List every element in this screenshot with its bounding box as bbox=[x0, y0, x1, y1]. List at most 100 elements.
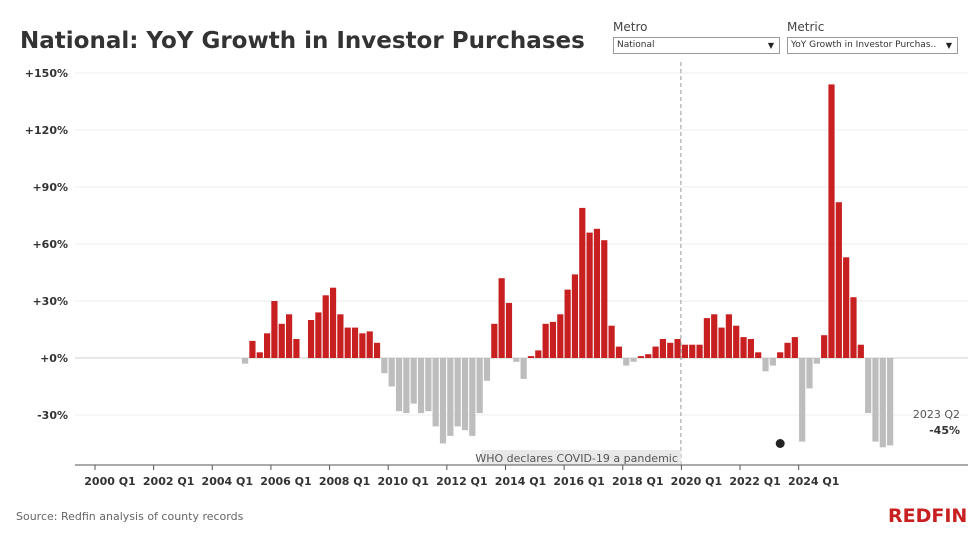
bar bbox=[337, 314, 344, 358]
x-tick-label: 2014 Q1 bbox=[495, 475, 546, 488]
bar bbox=[535, 350, 542, 358]
bar bbox=[505, 302, 513, 358]
bar bbox=[879, 358, 886, 448]
bar bbox=[887, 358, 894, 446]
bar bbox=[395, 358, 403, 412]
bar bbox=[388, 358, 395, 387]
x-tick-label: 2002 Q1 bbox=[143, 475, 194, 488]
bar bbox=[667, 342, 674, 358]
y-tick-label: +0% bbox=[40, 352, 68, 365]
bar bbox=[527, 356, 535, 358]
bar bbox=[593, 228, 601, 358]
x-tick-label: 2000 Q1 bbox=[84, 475, 135, 488]
bar bbox=[373, 342, 381, 358]
bar bbox=[425, 358, 432, 412]
bar bbox=[791, 337, 798, 358]
bar bbox=[828, 84, 835, 359]
bar bbox=[322, 295, 329, 358]
bar bbox=[432, 358, 439, 427]
bar bbox=[630, 358, 637, 362]
bar bbox=[344, 327, 351, 358]
bar bbox=[256, 352, 263, 358]
bar bbox=[351, 327, 359, 358]
bar bbox=[293, 339, 300, 358]
pandemic-label-bg bbox=[480, 450, 681, 465]
metro-select[interactable]: National ▼ bbox=[613, 37, 780, 54]
metric-filter: Metric YoY Growth in Investor Purchas...… bbox=[787, 20, 958, 54]
bar bbox=[483, 358, 491, 381]
latest-value-label: -45% bbox=[929, 424, 960, 437]
bar bbox=[491, 323, 498, 358]
bar bbox=[652, 346, 659, 358]
bar-series bbox=[242, 84, 894, 448]
chart-grid bbox=[75, 72, 968, 416]
pandemic-annotation-label: WHO declares COVID-19 a pandemic bbox=[475, 452, 678, 465]
bar bbox=[498, 278, 505, 358]
bar-chart: +150% +120% +90% +60% +30% +0% -30% WHO declar… bbox=[25, 62, 968, 488]
bar bbox=[476, 358, 483, 414]
bar bbox=[637, 356, 645, 358]
x-tick-label: 2018 Q1 bbox=[612, 475, 663, 488]
bar bbox=[461, 358, 469, 431]
y-tick-label: +90% bbox=[32, 181, 68, 194]
source-note: Source: Redfin analysis of county record… bbox=[16, 510, 244, 523]
latest-point-marker bbox=[775, 439, 785, 448]
x-tick-label: 2004 Q1 bbox=[202, 475, 253, 488]
bar bbox=[659, 339, 667, 358]
bar bbox=[799, 358, 806, 442]
bar bbox=[769, 358, 776, 366]
bar bbox=[608, 325, 615, 358]
bar bbox=[366, 331, 373, 358]
y-tick-label: +60% bbox=[32, 238, 68, 251]
bar bbox=[843, 257, 850, 358]
y-tick-label: +30% bbox=[32, 295, 68, 308]
bar bbox=[381, 358, 388, 374]
bar bbox=[872, 358, 879, 442]
metro-filter-label: Metro bbox=[613, 20, 648, 34]
bar bbox=[315, 312, 322, 358]
x-tick-label: 2022 Q1 bbox=[729, 475, 780, 488]
chevron-down-icon: ▼ bbox=[767, 41, 774, 50]
bar bbox=[733, 325, 740, 358]
chevron-down-icon: ▼ bbox=[945, 41, 952, 50]
bar bbox=[762, 358, 769, 372]
page-title: National: YoY Growth in Investor Purchas… bbox=[20, 28, 585, 54]
bar bbox=[410, 358, 417, 404]
bar bbox=[447, 358, 454, 436]
bar bbox=[271, 301, 278, 358]
bar bbox=[439, 358, 447, 444]
bar bbox=[549, 321, 557, 358]
bar bbox=[813, 358, 820, 364]
bar bbox=[681, 344, 688, 358]
bar bbox=[835, 202, 842, 358]
redfin-logo: REDFIN bbox=[888, 505, 968, 527]
metro-filter: Metro National ▼ bbox=[613, 20, 780, 54]
bar bbox=[718, 327, 725, 358]
y-axis-ticks: +150% +120% +90% +60% +30% +0% -30% bbox=[25, 67, 68, 422]
metric-select[interactable]: YoY Growth in Investor Purchas... ▼ bbox=[787, 37, 958, 54]
bar bbox=[542, 323, 549, 358]
metric-select-value: YoY Growth in Investor Purchas... bbox=[791, 40, 937, 50]
metric-filter-label: Metric bbox=[787, 20, 825, 34]
bar bbox=[586, 232, 593, 358]
bar bbox=[857, 344, 864, 358]
bar bbox=[469, 358, 476, 436]
bar bbox=[557, 314, 564, 358]
bar bbox=[806, 358, 813, 389]
bar bbox=[359, 333, 366, 358]
bar bbox=[747, 339, 754, 358]
bar bbox=[777, 352, 784, 358]
bar bbox=[454, 358, 461, 427]
bar bbox=[579, 207, 586, 358]
bar bbox=[755, 352, 762, 358]
y-tick-label: -30% bbox=[37, 409, 68, 422]
bar bbox=[821, 335, 828, 358]
bar bbox=[278, 323, 285, 358]
latest-quarter-label: 2023 Q2 bbox=[913, 408, 960, 421]
bar bbox=[689, 344, 696, 358]
bar bbox=[865, 358, 872, 414]
y-tick-label: +120% bbox=[25, 124, 68, 137]
bar bbox=[696, 344, 703, 358]
metro-select-value: National bbox=[617, 40, 655, 50]
bar bbox=[520, 358, 527, 379]
